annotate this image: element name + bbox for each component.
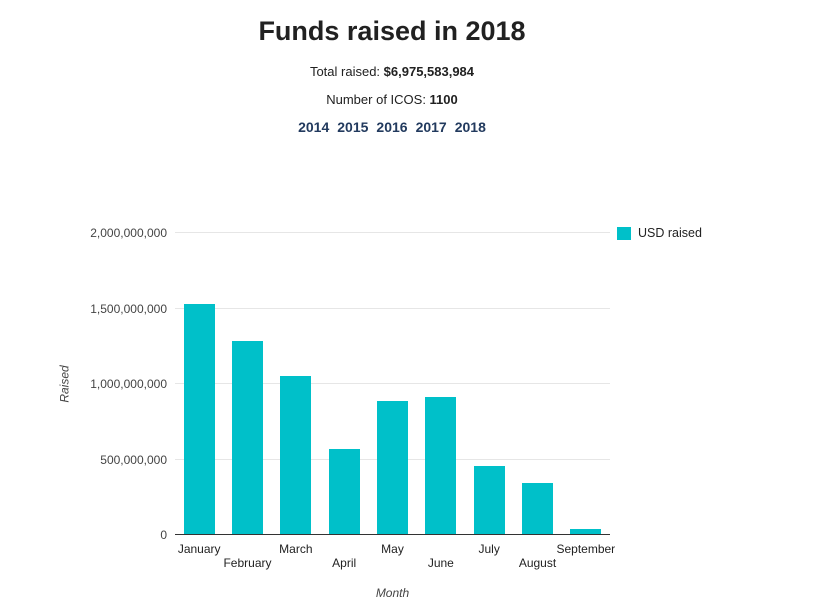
- bar-march: [280, 376, 312, 534]
- y-tick-label: 2,000,000,000: [90, 226, 167, 240]
- bar-february: [231, 340, 263, 534]
- x-tick-label: May: [381, 542, 404, 556]
- year-link-2017[interactable]: 2017: [415, 119, 447, 135]
- total-raised-line: Total raised: $6,975,583,984: [0, 64, 784, 79]
- y-ticks: 0 500,000,000 1,000,000,000 1,500,000,000 2,…: [0, 226, 167, 542]
- x-tick-label: August: [518, 556, 557, 570]
- bar-may: [377, 401, 408, 534]
- bar-june: [425, 396, 457, 534]
- x-tick-label: September: [556, 542, 616, 556]
- icos-count-value: 1100: [429, 92, 458, 107]
- x-tick-label: March: [279, 542, 313, 556]
- x-tick-label: February: [223, 556, 272, 570]
- bar-september: [570, 529, 602, 534]
- total-raised-label: Total raised:: [309, 64, 384, 79]
- x-axis-line: [175, 534, 610, 535]
- gridline: [175, 232, 610, 233]
- bar-april: [328, 449, 360, 534]
- x-tick-label: January: [177, 542, 221, 556]
- plot-area: [175, 232, 610, 535]
- legend-swatch-icon: [617, 226, 631, 240]
- x-tick-label: July: [478, 542, 500, 556]
- bar-january: [183, 304, 215, 534]
- bar-july: [473, 466, 505, 534]
- x-tick-label: June: [427, 556, 454, 570]
- x-tick-label: April: [332, 556, 357, 570]
- page-title: Funds raised in 2018: [258, 16, 526, 46]
- year-link-2018[interactable]: 2018: [454, 119, 486, 135]
- x-axis-title: Month: [375, 586, 410, 600]
- y-tick-label: 500,000,000: [100, 452, 167, 467]
- chart-legend: USD raised: [617, 226, 702, 240]
- y-tick-label: 1,000,000,000: [90, 377, 167, 391]
- legend-label: USD raised: [638, 226, 702, 240]
- x-tick-labels: January February March April May June July Augu…: [175, 535, 615, 575]
- icos-count-label: Number of ICOS:: [326, 92, 430, 107]
- gridline: [175, 383, 610, 384]
- bar-august: [522, 483, 553, 534]
- year-link-2016[interactable]: 2016: [376, 119, 408, 135]
- icos-count-line: Number of ICOS: 1100: [0, 92, 784, 107]
- y-tick-label: 0: [160, 528, 167, 542]
- year-links: 2014 2015 2016 2017 2018: [0, 119, 784, 135]
- year-link-2014[interactable]: 2014: [298, 119, 330, 135]
- y-tick-label: 1,500,000,000: [90, 301, 167, 316]
- year-link-2015[interactable]: 2015: [337, 119, 369, 135]
- gridline: [175, 307, 610, 309]
- total-raised-value: $6,975,583,984: [383, 64, 475, 79]
